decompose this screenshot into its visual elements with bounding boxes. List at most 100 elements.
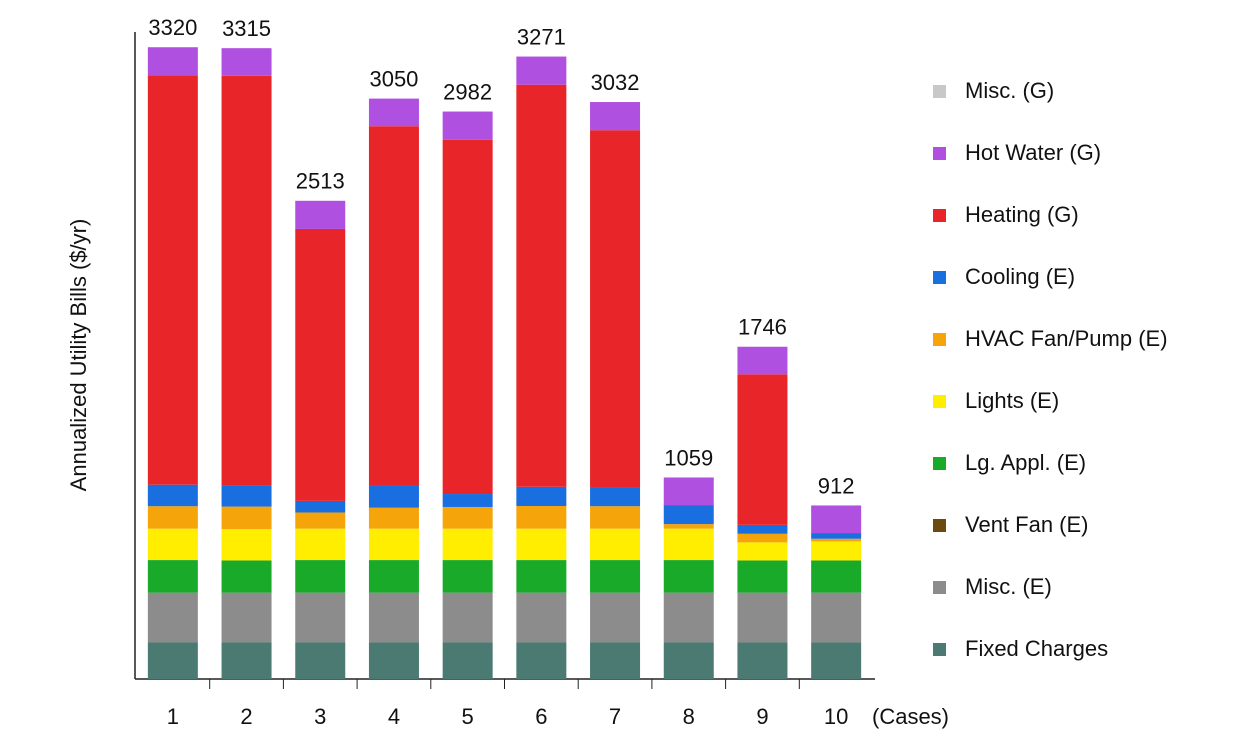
bar-segment (442, 528, 493, 561)
bar-segment (516, 506, 567, 529)
legend-swatch (933, 519, 946, 532)
x-tick-label: 4 (388, 704, 400, 729)
x-tick-label: 10 (824, 704, 848, 729)
bar-segment (368, 528, 419, 561)
bar-segment (442, 592, 493, 643)
bar-segment (368, 560, 419, 593)
x-tick-label: 6 (535, 704, 547, 729)
bar-segment (663, 524, 714, 529)
bar-segment (516, 560, 567, 593)
legend-label: Misc. (E) (965, 574, 1052, 599)
legend-swatch (933, 581, 946, 594)
bar-segment (221, 529, 272, 561)
bar-segment (737, 560, 788, 593)
x-tick-label: 1 (167, 704, 179, 729)
total-label: 3271 (517, 24, 566, 49)
legend-label: Hot Water (G) (965, 140, 1101, 165)
total-label: 1746 (738, 315, 787, 340)
legend-label: Vent Fan (E) (965, 512, 1089, 537)
x-tick-label: 7 (609, 704, 621, 729)
bar-segment (221, 560, 272, 593)
bar-segment (811, 533, 862, 539)
legend-swatch (933, 643, 946, 656)
bar-segment (147, 528, 198, 561)
legend-label: Cooling (E) (965, 264, 1075, 289)
bar-segment (147, 642, 198, 679)
bar-segment (737, 524, 788, 534)
x-axis-unit: (Cases) (872, 704, 949, 729)
bar-segment (368, 592, 419, 643)
bar-segment (221, 75, 272, 486)
total-label: 3315 (222, 16, 271, 41)
x-tick-label: 5 (462, 704, 474, 729)
legend-swatch (933, 85, 946, 98)
bar-segment (442, 494, 493, 507)
bar-segment (737, 592, 788, 643)
x-tick-label: 3 (314, 704, 326, 729)
total-label: 912 (818, 473, 855, 498)
bar-segment (295, 228, 346, 501)
bar-segment (221, 592, 272, 643)
total-label: 1059 (664, 445, 713, 470)
bar-segment (590, 487, 641, 507)
total-label: 3320 (148, 15, 197, 40)
legend-swatch (933, 271, 946, 284)
legend-swatch (933, 147, 946, 160)
legend-swatch (933, 457, 946, 470)
legend-swatch (933, 395, 946, 408)
bar-segment (442, 139, 493, 495)
legend-label: HVAC Fan/Pump (E) (965, 326, 1168, 351)
bar-segment (516, 642, 567, 679)
bar-segment (811, 541, 862, 561)
legend-label: Misc. (G) (965, 78, 1054, 103)
bar-segment (737, 533, 788, 543)
bar-segment (516, 84, 567, 487)
bar-segment (590, 592, 641, 643)
x-tick-label: 9 (756, 704, 768, 729)
bar-segment (811, 642, 862, 679)
bar-segment (590, 528, 641, 561)
bar-segment (590, 102, 641, 131)
legend-swatch (933, 333, 946, 346)
total-label: 2982 (443, 79, 492, 104)
bar-segment (295, 560, 346, 593)
bar-segment (147, 47, 198, 76)
bar-segment (811, 560, 862, 593)
bar-segment (295, 200, 346, 229)
bar-segment (516, 592, 567, 643)
bar-segment (221, 506, 272, 530)
bar-segment (663, 592, 714, 643)
bar-segment (663, 477, 714, 506)
bar-segment (737, 346, 788, 375)
bar-segment (590, 130, 641, 488)
bar-segment (811, 538, 862, 542)
y-axis-label: Annualized Utility Bills ($/yr) (66, 219, 91, 492)
bar-segment (590, 506, 641, 529)
bar-segment (221, 485, 272, 507)
bar-segment (147, 560, 198, 593)
bar-segment (516, 528, 567, 561)
total-label: 3050 (369, 66, 418, 91)
bar-segment (147, 592, 198, 643)
legend-label: Heating (G) (965, 202, 1079, 227)
bar-segment (147, 75, 198, 485)
bar-segment (663, 560, 714, 593)
bar-segment (516, 56, 567, 85)
bar-segment (368, 98, 419, 127)
legend-label: Lg. Appl. (E) (965, 450, 1086, 475)
legend-swatch (933, 209, 946, 222)
bar-segment (368, 485, 419, 508)
x-tick-label: 8 (683, 704, 695, 729)
bar-segment (442, 111, 493, 140)
bar-segment (221, 48, 272, 76)
bar-segment (295, 528, 346, 561)
bar-segment (147, 484, 198, 507)
bar-segment (663, 505, 714, 525)
bar-segment (221, 642, 272, 679)
bar-segment (663, 528, 714, 561)
bar-segment (295, 500, 346, 513)
bar-segment (811, 505, 862, 534)
bar-segment (516, 486, 567, 507)
legend-label: Lights (E) (965, 388, 1059, 413)
